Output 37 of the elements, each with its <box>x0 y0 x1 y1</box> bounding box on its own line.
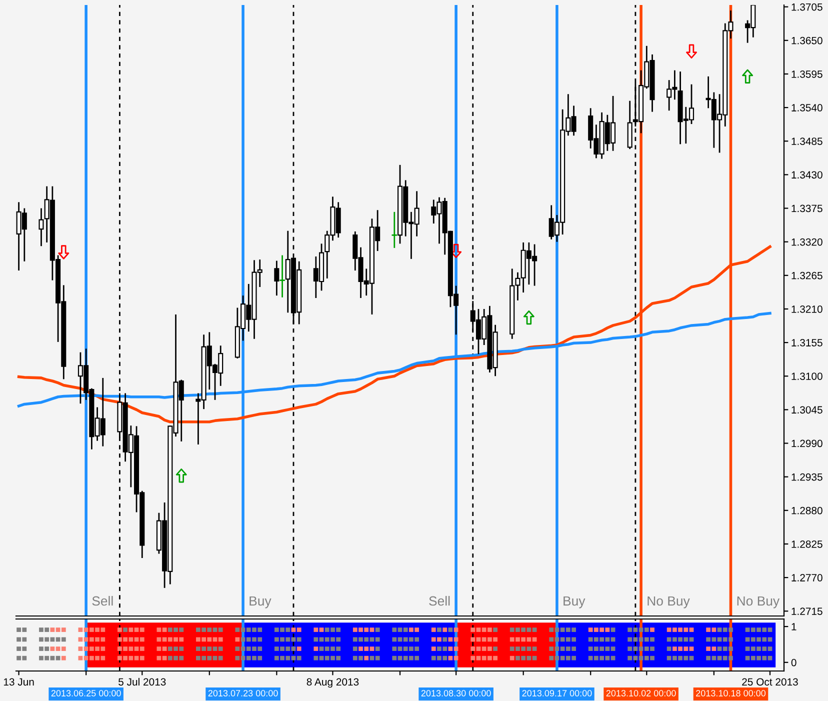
x-tick-label: 25 Oct 2013 <box>742 678 798 686</box>
ref-line-label: 2013.06.25 00:00 <box>51 690 121 696</box>
y-tick-label: 0 <box>791 658 796 666</box>
y-tick-label: 1.3320 <box>792 238 822 246</box>
y-tick-label: 1.2715 <box>792 608 822 615</box>
ref-line-label: 2013.07.23 00:00 <box>208 690 278 696</box>
y-tick-label: 1.2770 <box>792 574 822 582</box>
y-tick-label: 1.3100 <box>792 372 822 380</box>
x-tick-label: 13 Jun <box>4 678 34 686</box>
ref-line-label: No Buy <box>737 596 780 608</box>
x-tick-label: 8 Aug 2013 <box>306 678 359 688</box>
y-tick-label: 1.3155 <box>792 339 822 346</box>
ref-line-label: Buy <box>250 596 272 608</box>
ref-line-label: No Buy <box>648 596 690 608</box>
y-tick-label: 1.3485 <box>792 138 822 145</box>
y-tick-label: 1.3375 <box>792 204 822 212</box>
y-tick-label: 1.2880 <box>792 506 822 514</box>
ref-line-label: Sell <box>429 596 450 606</box>
y-tick-label: 1.3265 <box>792 272 822 280</box>
x-tick-label: 5 Jul 2013 <box>118 678 166 686</box>
ref-line-label: Sell <box>92 596 113 606</box>
y-tick-label: 1.3650 <box>792 36 822 44</box>
ref-line-label: Buy <box>564 596 586 608</box>
y-tick-label: 1.3430 <box>792 171 822 179</box>
y-tick-label: 1.3045 <box>792 406 822 414</box>
y-tick-label: 1.3210 <box>792 305 822 313</box>
ref-line-label: 2013.10.18 00:00 <box>696 690 766 696</box>
y-tick-label: 1 <box>792 623 796 630</box>
ref-line-label: 2013.08.30 00:00 <box>421 690 491 696</box>
y-tick-label: 1.2935 <box>792 473 822 481</box>
y-tick-label: 1.2990 <box>792 440 822 448</box>
y-tick-label: 1.3540 <box>792 104 822 112</box>
y-tick-label: 1.2825 <box>792 540 822 548</box>
ref-line-label: 2013.09.17 00:00 <box>522 690 592 696</box>
y-tick-label: 1.3705 <box>792 3 822 11</box>
ref-line-label: 2013.10.02 00:00 <box>606 690 676 696</box>
y-tick-label: 1.3595 <box>792 70 822 78</box>
